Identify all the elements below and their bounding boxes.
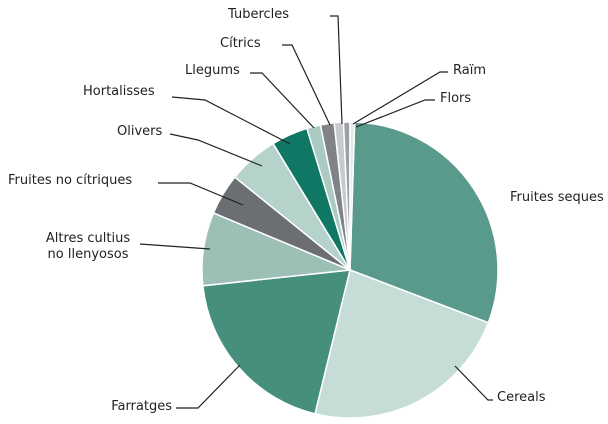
leader-line (158, 182, 244, 206)
leader-line (139, 243, 211, 250)
leader-line (169, 133, 263, 167)
slice-label: Hortalisses (83, 84, 155, 99)
slice-label: Farratges (111, 399, 172, 414)
pie-slice (349, 121, 356, 271)
leader-line (454, 365, 493, 401)
slice-label: Flors (440, 91, 472, 106)
leader-line (352, 71, 448, 125)
slice-label: Raïm (453, 63, 486, 78)
slice-label: Olivers (117, 124, 163, 139)
leader-line (171, 96, 291, 145)
slice-label: Cítrics (220, 36, 261, 51)
slice-label: Llegums (185, 63, 240, 78)
pie-slice (202, 269, 351, 415)
slice-label: Fruites no cítriques (8, 173, 133, 188)
pie-slice (314, 268, 490, 419)
leader-line (355, 99, 435, 128)
slice-label: Cereals (497, 390, 546, 405)
slice-label: Fruites seques (510, 190, 604, 205)
pie-slice (349, 121, 499, 324)
leader-line (176, 364, 241, 409)
leader-line (282, 44, 331, 126)
slice-label: Tubercles (228, 7, 290, 22)
leader-line (330, 15, 343, 125)
leader-line (250, 72, 315, 129)
slice-label: Altres cultius no llenyosos (45, 231, 131, 262)
